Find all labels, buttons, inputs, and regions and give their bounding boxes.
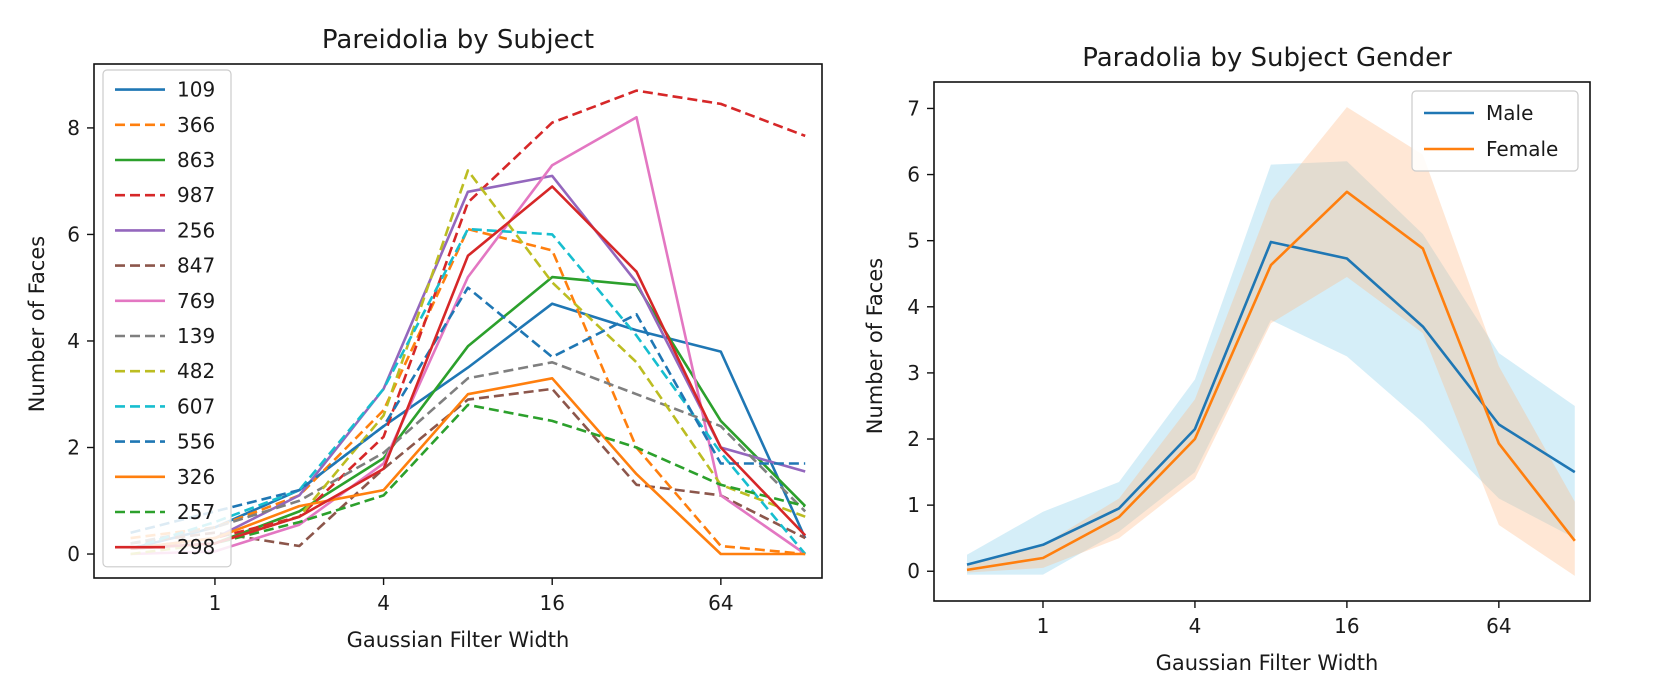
y-tick-label: 6 (907, 163, 920, 187)
gender-chart-ylabel: Number of Faces (863, 258, 887, 434)
axes-frame (933, 81, 1591, 602)
legend-label: 298 (177, 535, 215, 559)
subject-chart-title: Pareidolia by Subject (322, 25, 594, 55)
legend-label: 847 (177, 254, 215, 278)
y-tick-label: 0 (67, 542, 80, 566)
gender-chart-xlabel: Gaussian Filter Width (1156, 651, 1379, 675)
legend-label: 256 (177, 218, 215, 242)
y-tick-label: 2 (67, 436, 80, 460)
series-line-556 (130, 286, 806, 534)
gender-chart-plot: 1 4 16 64 0 1 2 3 4 5 6 7 Male Female (907, 81, 1591, 638)
series-line-326 (130, 376, 806, 556)
y-tick-label: 4 (67, 329, 80, 353)
legend-box (1411, 90, 1579, 172)
legend-label: 109 (177, 78, 215, 102)
gender-chart-title: Paradolia by Subject Gender (1082, 43, 1452, 73)
x-tick-label: 16 (539, 591, 564, 615)
y-tick-label: 6 (67, 222, 80, 246)
y-tick-label: 4 (907, 295, 920, 319)
x-tick-label: 64 (708, 591, 733, 615)
subject-chart-xlabel: Gaussian Filter Width (347, 628, 570, 652)
series-line-109 (130, 302, 807, 550)
legend-label: Male (1486, 101, 1533, 125)
x-tick-label: 16 (1334, 614, 1359, 638)
legend-label: 482 (177, 359, 215, 383)
confidence-band-female (967, 107, 1575, 576)
legend: 109 366 863 987 256 847 769 139 482 607 556 326 257 2… (102, 69, 232, 568)
legend-label: 769 (177, 289, 215, 313)
legend-label: 139 (177, 324, 215, 348)
legend-label: 257 (177, 500, 215, 524)
series-line-256 (130, 174, 806, 550)
x-tick-label: 64 (1486, 614, 1511, 638)
series-line-female (966, 190, 1576, 572)
legend-label: Female (1486, 137, 1558, 161)
subject-chart-plot: 1 4 16 64 0 2 4 6 8 109 366 863 987 256 847 769 139 482 60… (67, 63, 823, 615)
axes-frame (93, 63, 823, 579)
legend-label: 987 (177, 183, 215, 207)
legend-label: 607 (177, 394, 215, 418)
legend-label: 326 (177, 465, 215, 489)
series-line-298 (130, 185, 807, 550)
legend-box (102, 69, 232, 568)
gender-chart-panel: Paradolia by Subject Gender 1 4 16 64 0 1 2 3 4 5… (863, 43, 1591, 675)
y-tick-label: 3 (907, 361, 920, 385)
plot-area (966, 107, 1576, 576)
series-line-482 (130, 169, 806, 556)
confidence-band-male (967, 161, 1575, 575)
series-line-987 (130, 89, 806, 550)
series-line-male (966, 240, 1576, 566)
y-tick-label: 8 (67, 116, 80, 140)
legend-label: 863 (177, 148, 215, 172)
y-tick-label: 5 (907, 229, 920, 253)
legend-label: 366 (177, 113, 215, 137)
x-tick-label: 1 (209, 591, 222, 615)
subject-chart-ylabel: Number of Faces (25, 236, 49, 412)
x-tick-label: 1 (1037, 614, 1050, 638)
y-tick-label: 7 (907, 96, 920, 120)
y-tick-label: 1 (907, 493, 920, 517)
legend-label: 556 (177, 430, 215, 454)
series-line-769 (130, 116, 806, 556)
plot-area (130, 89, 807, 556)
series-line-863 (130, 275, 807, 550)
subject-chart-panel: Pareidolia by Subject 1 4 16 64 0 2 4 6 8 109 366 8… (25, 25, 823, 652)
x-tick-label: 4 (1189, 614, 1202, 638)
x-tick-label: 4 (377, 591, 390, 615)
legend: Male Female (1411, 90, 1579, 172)
y-tick-label: 0 (907, 559, 920, 583)
y-tick-label: 2 (907, 427, 920, 451)
series-line-257 (130, 403, 806, 550)
